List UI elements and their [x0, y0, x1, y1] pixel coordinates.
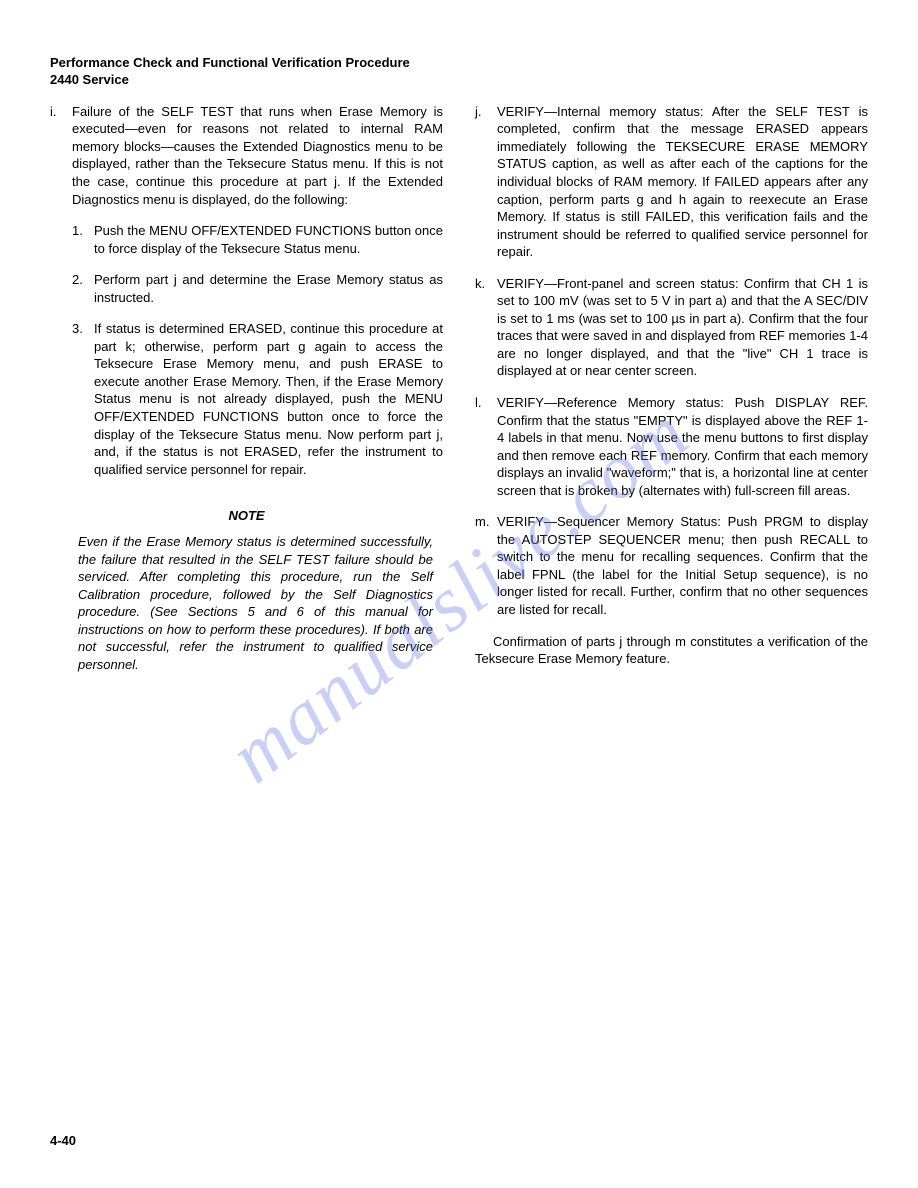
subitem-2-label: 2. [72, 271, 94, 306]
item-i-label: i. [50, 103, 72, 492]
item-m-label: m. [475, 513, 497, 618]
document-header: Performance Check and Functional Verific… [50, 55, 868, 89]
item-k-label: k. [475, 275, 497, 380]
item-i-body: Failure of the SELF TEST that runs when … [72, 103, 443, 492]
subitem-1-text: Push the MENU OFF/EXTENDED FUNCTIONS but… [94, 222, 443, 257]
subitem-2: 2. Perform part j and determine the Eras… [72, 271, 443, 306]
note-body: Even if the Erase Memory status is deter… [50, 533, 443, 673]
item-k: k. VERIFY—Front-panel and screen status:… [475, 275, 868, 380]
item-i-text: Failure of the SELF TEST that runs when … [72, 104, 443, 207]
item-m: m. VERIFY—Sequencer Memory Status: Push … [475, 513, 868, 618]
closing-paragraph: Confirmation of parts j through m consti… [475, 633, 868, 668]
page-number: 4-40 [50, 1133, 76, 1148]
two-column-layout: i. Failure of the SELF TEST that runs wh… [50, 103, 868, 674]
item-j-label: j. [475, 103, 497, 261]
item-j-text: VERIFY—Internal memory status: After the… [497, 103, 868, 261]
item-m-text: VERIFY—Sequencer Memory Status: Push PRG… [497, 513, 868, 618]
header-line-2: 2440 Service [50, 72, 868, 89]
subitem-3-text: If status is determined ERASED, continue… [94, 320, 443, 478]
item-i-sublist: 1. Push the MENU OFF/EXTENDED FUNCTIONS … [72, 222, 443, 478]
item-k-text: VERIFY—Front-panel and screen status: Co… [497, 275, 868, 380]
left-column: i. Failure of the SELF TEST that runs wh… [50, 103, 443, 674]
item-l: l. VERIFY—Reference Memory status: Push … [475, 394, 868, 499]
right-column: j. VERIFY—Internal memory status: After … [475, 103, 868, 674]
subitem-2-text: Perform part j and determine the Erase M… [94, 271, 443, 306]
note-heading: NOTE [50, 508, 443, 523]
subitem-1: 1. Push the MENU OFF/EXTENDED FUNCTIONS … [72, 222, 443, 257]
subitem-3: 3. If status is determined ERASED, conti… [72, 320, 443, 478]
header-line-1: Performance Check and Functional Verific… [50, 55, 868, 72]
item-i: i. Failure of the SELF TEST that runs wh… [50, 103, 443, 492]
subitem-3-label: 3. [72, 320, 94, 478]
item-l-text: VERIFY—Reference Memory status: Push DIS… [497, 394, 868, 499]
item-j: j. VERIFY—Internal memory status: After … [475, 103, 868, 261]
subitem-1-label: 1. [72, 222, 94, 257]
item-l-label: l. [475, 394, 497, 499]
